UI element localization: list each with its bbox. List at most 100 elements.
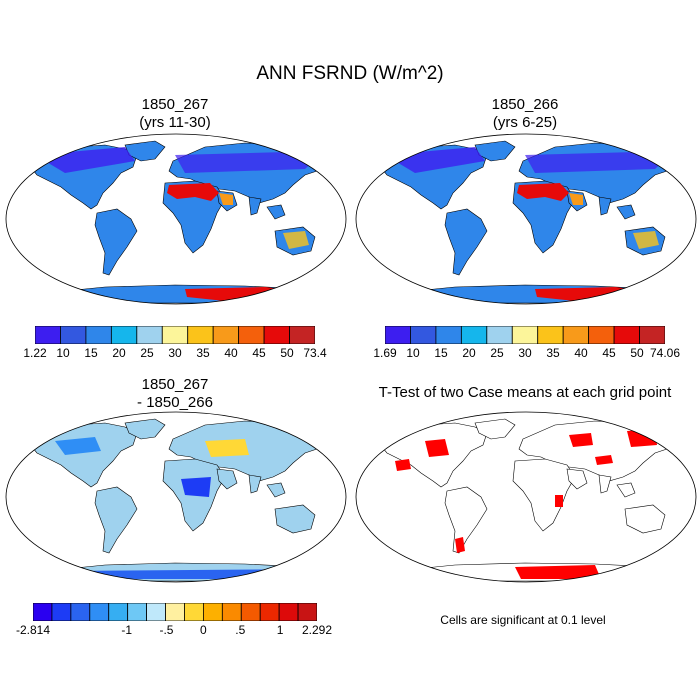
colorbar-tick-label: 50 bbox=[630, 346, 644, 360]
colorbar-swatch bbox=[136, 326, 163, 344]
diff-negative-africa bbox=[181, 477, 211, 497]
panel-3-title-line1: 1850_267 bbox=[141, 376, 209, 393]
colorbar-1-labels: 1.22 10 15 20 25 30 35 40 45 50 73.4 bbox=[23, 346, 326, 362]
colorbar-swatch bbox=[212, 326, 240, 344]
colorbar-tick-label: 10 bbox=[406, 346, 420, 360]
land-southAmerica bbox=[444, 208, 488, 276]
map-panel-1 bbox=[5, 133, 347, 305]
colorbar-swatch bbox=[259, 603, 280, 621]
colorbar-tick-label: 1.22 bbox=[23, 346, 47, 360]
diff-positive-eurasia bbox=[205, 439, 249, 457]
colorbar-swatch bbox=[33, 603, 53, 621]
map-border bbox=[5, 411, 347, 583]
colorbar-tick-label: 35 bbox=[196, 346, 210, 360]
colorbar-swatch bbox=[537, 326, 564, 344]
colorbar-swatch bbox=[70, 603, 91, 621]
panel-4-title: T-Test of two Case means at each grid po… bbox=[355, 384, 695, 402]
panel-1-title-line2: (yrs 11-30) bbox=[139, 114, 211, 131]
map-border bbox=[5, 133, 347, 305]
panel-2-title-line2: (yrs 6-25) bbox=[492, 114, 558, 131]
colorbar-tick-label: 30 bbox=[168, 346, 182, 360]
colorbar-swatch bbox=[410, 326, 437, 344]
significant-cells-4 bbox=[595, 455, 613, 465]
colorbar-tick-label: 40 bbox=[574, 346, 588, 360]
map-panel-3 bbox=[5, 411, 347, 583]
panel-2-title-line1: 1850_266 bbox=[491, 96, 559, 113]
land-greenland bbox=[124, 418, 166, 440]
colorbar-swatch bbox=[51, 603, 72, 621]
colorbar-swatch bbox=[60, 326, 87, 344]
land-arabia bbox=[566, 468, 588, 490]
colorbar-tick-label: 25 bbox=[140, 346, 154, 360]
colorbar-swatch bbox=[639, 326, 665, 344]
colorbar-2 bbox=[385, 326, 665, 344]
land-seAsia bbox=[616, 482, 636, 498]
map-panel-4 bbox=[355, 411, 697, 583]
colorbar-swatch bbox=[297, 603, 317, 621]
diff-negative-na bbox=[55, 437, 101, 455]
colorbar-1 bbox=[35, 326, 315, 344]
colorbar-swatch bbox=[562, 326, 590, 344]
colorbar-tick-label: 45 bbox=[602, 346, 616, 360]
colorbar-swatch bbox=[127, 603, 147, 621]
land-india bbox=[248, 474, 262, 494]
significant-cells-2 bbox=[569, 433, 593, 447]
colorbar-tick-label: 2.292 bbox=[301, 623, 333, 637]
australia-high bbox=[633, 231, 659, 249]
colorbar-swatch bbox=[263, 326, 290, 344]
colorbar-swatch bbox=[385, 326, 411, 344]
land-seAsia bbox=[266, 204, 286, 220]
colorbar-swatch bbox=[278, 603, 299, 621]
land-india bbox=[248, 196, 262, 216]
colorbar-swatch bbox=[435, 326, 462, 344]
colorbar-swatch bbox=[202, 603, 223, 621]
significant-cells-1 bbox=[395, 459, 411, 471]
colorbar-swatch bbox=[240, 603, 261, 621]
colorbar-tick-label: 15 bbox=[434, 346, 448, 360]
colorbar-swatch bbox=[238, 326, 265, 344]
colorbar-swatch bbox=[146, 603, 166, 621]
significant-cells-7 bbox=[515, 565, 601, 579]
panel-3-title: 1850_267 - 1850_266 bbox=[25, 376, 325, 412]
colorbar-swatch bbox=[35, 326, 61, 344]
land-arabia bbox=[216, 468, 238, 490]
colorbar-swatch bbox=[108, 603, 129, 621]
colorbar-tick-label: 1 bbox=[276, 623, 284, 637]
colorbar-tick-label: 50 bbox=[280, 346, 294, 360]
colorbar-tick-label: 35 bbox=[546, 346, 560, 360]
colorbar-tick-label: .5 bbox=[235, 623, 246, 637]
land-seAsia bbox=[266, 482, 286, 498]
colorbar-tick-label: 73.4 bbox=[303, 346, 327, 360]
colorbar-swatch bbox=[289, 326, 315, 344]
colorbar-tick-label: 15 bbox=[84, 346, 98, 360]
colorbar-tick-label: -2.814 bbox=[15, 623, 51, 637]
colorbar-swatch bbox=[511, 326, 539, 344]
map-border bbox=[355, 411, 697, 583]
panel-4-title-line1: T-Test of two Case means at each grid po… bbox=[378, 384, 672, 401]
colorbar-tick-label: 74.06 bbox=[649, 346, 681, 360]
colorbar-tick-label: -1 bbox=[121, 623, 133, 637]
colorbar-swatch bbox=[588, 326, 615, 344]
colorbar-3-labels: -2.814 -1 -.5 0 .5 1 2.292 bbox=[16, 623, 332, 639]
colorbar-3 bbox=[33, 603, 317, 621]
colorbar-tick-label: 1.69 bbox=[373, 346, 397, 360]
arabia-high bbox=[569, 193, 583, 205]
panel-3-title-line2: - 1850_266 bbox=[137, 394, 213, 411]
land-australia bbox=[624, 504, 666, 534]
colorbar-swatch bbox=[89, 603, 110, 621]
colorbar-swatch bbox=[161, 326, 189, 344]
panel-1-title-line1: 1850_267 bbox=[141, 96, 209, 113]
significant-cells-3 bbox=[627, 429, 657, 447]
colorbar-tick-label: 30 bbox=[518, 346, 532, 360]
colorbar-tick-label: 0 bbox=[200, 623, 207, 637]
panel-2-title: 1850_266 (yrs 6-25) bbox=[375, 96, 675, 132]
sahara-high bbox=[167, 183, 219, 201]
land-northAmerica bbox=[26, 422, 138, 488]
colorbar-swatch bbox=[613, 326, 640, 344]
colorbar-2-labels: 1.69 10 15 20 25 30 35 40 45 50 74.06 bbox=[373, 346, 680, 362]
significant-cells-5 bbox=[455, 537, 465, 553]
figure-title: ANN FSRND (W/m^2) bbox=[256, 63, 444, 84]
arabia-high bbox=[219, 193, 233, 205]
map-border bbox=[355, 133, 697, 305]
